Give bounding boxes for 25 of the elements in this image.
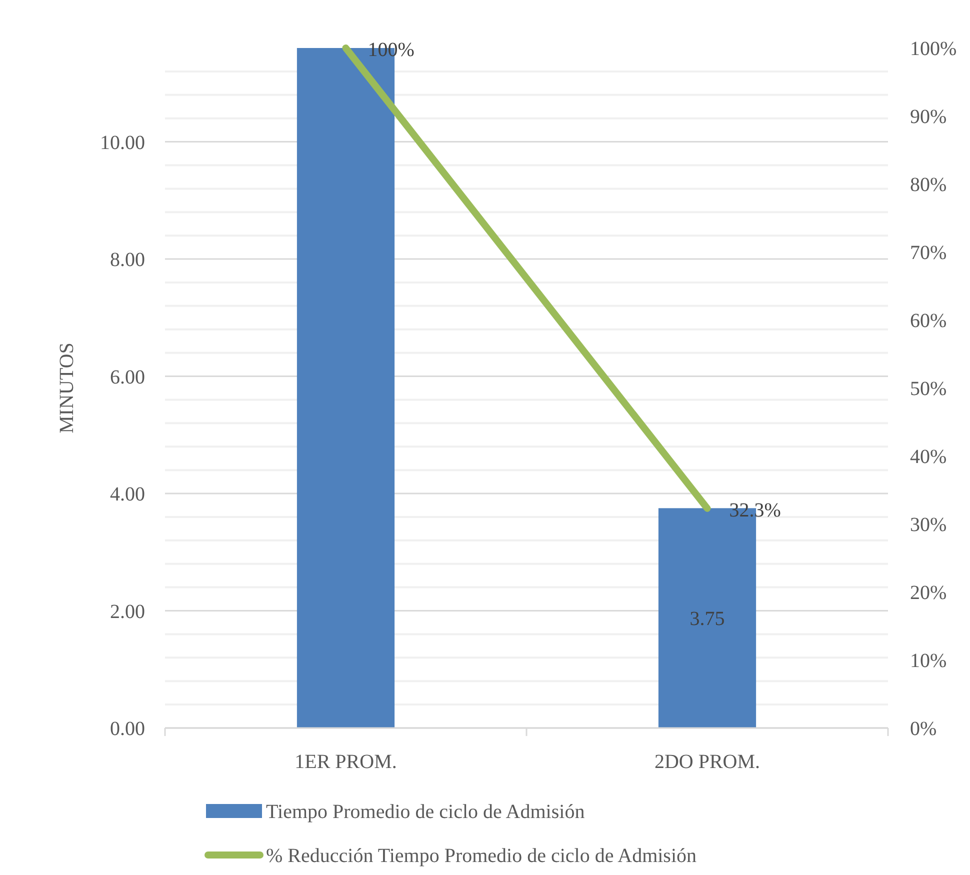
y2-tick-label: 90%	[910, 106, 947, 128]
y2-tick-label: 30%	[910, 514, 947, 536]
y2-tick-label: 70%	[910, 242, 947, 264]
y2-tick-label: 10%	[910, 650, 947, 672]
legend-label: % Reducción Tiempo Promedio de ciclo de Admisión	[266, 845, 697, 867]
data-label: 100%	[368, 39, 414, 61]
y-tick-label: 0.00	[110, 718, 145, 740]
y2-tick-label: 80%	[910, 174, 947, 196]
y2-tick-label: 20%	[910, 582, 947, 604]
y2-tick-label: 0%	[910, 718, 937, 740]
y-tick-label: 4.00	[110, 484, 145, 506]
y-tick-label: 6.00	[110, 366, 145, 388]
y-axis-title: MINUTOS	[56, 342, 78, 434]
y2-tick-label: 100%	[910, 38, 957, 60]
data-label: 32.3%	[729, 499, 781, 522]
y-tick-label: 2.00	[110, 600, 145, 623]
x-tick-label: 1ER PROM.	[294, 751, 397, 773]
legend-label: Tiempo Promedio de ciclo de Admisión	[266, 801, 585, 823]
y2-tick-label: 40%	[910, 446, 947, 468]
x-tick-label: 2DO PROM.	[654, 751, 760, 773]
y-tick-label: 8.00	[110, 249, 145, 272]
y2-tick-label: 50%	[910, 378, 947, 400]
data-label: 3.75	[690, 608, 725, 630]
y2-tick-label: 60%	[910, 310, 947, 332]
y-tick-label: 10.00	[100, 132, 145, 154]
